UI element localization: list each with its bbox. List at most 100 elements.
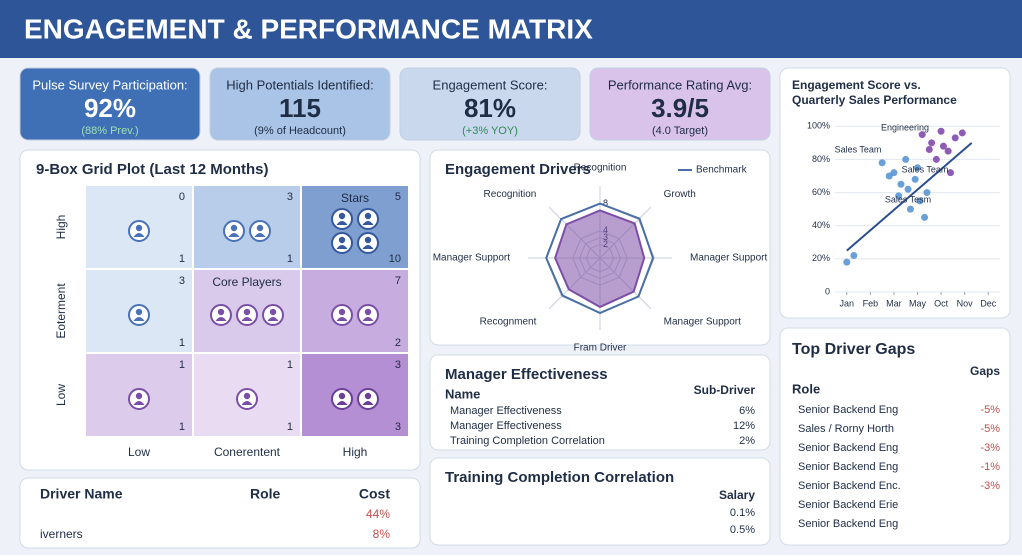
icon-head [338, 308, 346, 316]
scatter-point [958, 129, 966, 137]
cell-label: Core Players [212, 275, 281, 289]
scatter-point [921, 213, 929, 221]
cell-count: 7 [395, 275, 401, 287]
radar-axis-label: Manager Support [664, 316, 741, 327]
person-icon [236, 388, 258, 410]
annotation: Engineering [881, 122, 929, 132]
cell-count: 5 [395, 191, 401, 203]
scatter-point [914, 164, 921, 172]
table-header: Gaps [970, 364, 1000, 378]
radar-title: Engagement Drivers [445, 161, 591, 178]
scatter-point [843, 258, 851, 266]
icon-head [135, 224, 143, 232]
person-icon [357, 304, 379, 326]
icon-head [364, 308, 372, 316]
person-icon [210, 304, 232, 326]
icon-body [133, 233, 145, 237]
table-cell: Training Completion Correlation [450, 435, 605, 447]
cell-count: 3 [287, 191, 293, 203]
kpi-label: Performance Rating Avg: [608, 77, 752, 92]
nine-box-title: 9-Box Grid Plot (Last 12 Months) [36, 161, 269, 178]
kpi-value: 81% [464, 93, 516, 123]
icon-body [241, 317, 253, 321]
table-cell: 2% [739, 435, 755, 447]
table-cell: -5% [980, 423, 1000, 435]
icon-body [362, 245, 374, 249]
scatter-point [885, 172, 893, 180]
icon-head [338, 212, 346, 220]
cell-count: 1 [179, 253, 185, 265]
icon-head [256, 224, 264, 232]
radar-axis-label: Manager Support [690, 253, 767, 264]
y-tick-label: 0 [825, 286, 830, 296]
scatter-point [932, 155, 940, 163]
kpi-value: 92% [84, 93, 136, 123]
manager-card [429, 354, 771, 451]
scatter-point [904, 185, 912, 193]
cell-count: 1 [287, 359, 293, 371]
icon-head [135, 392, 143, 400]
kpi-card [589, 67, 771, 141]
icon-body [336, 245, 348, 249]
scatter-point [937, 127, 945, 135]
table-cell: -1% [980, 461, 1000, 473]
icon-head [364, 236, 372, 244]
y-tick-label: 100% [807, 121, 830, 131]
scatter-point [897, 180, 905, 188]
scatter-point [947, 169, 954, 177]
table-header: Role [792, 381, 820, 396]
icon-head [135, 308, 143, 316]
x-tick-label: Jan [840, 298, 855, 308]
cell-count: 1 [287, 253, 293, 265]
table-cell: 0.1% [730, 507, 755, 519]
kpi-label: High Potentials Identified: [226, 77, 373, 92]
person-icon [331, 388, 353, 410]
cell-count: 1 [179, 359, 185, 371]
scatter-point [939, 142, 947, 150]
scatter-point [925, 145, 933, 153]
cell-count: 1 [287, 421, 293, 433]
radar-series [545, 202, 655, 315]
kpi-label: Pulse Survey Participation: [32, 77, 187, 92]
icon-head [243, 392, 251, 400]
annotation: Sales Team [835, 144, 882, 154]
y-tick-label: 80% [812, 154, 830, 164]
icon-head [269, 308, 277, 316]
icon-body [362, 401, 374, 405]
radar-axis-label: Recognition [574, 163, 627, 174]
x-tick-label: Oct [934, 298, 949, 308]
icon-head [364, 212, 372, 220]
table-cell: -3% [980, 442, 1000, 454]
table-cell: Senior Backend Eng [798, 442, 898, 454]
scatter-point [918, 131, 926, 139]
table-cell: -5% [980, 404, 1000, 416]
table-cell: Senior Backend Eng [798, 518, 898, 530]
drivers-card [19, 477, 421, 549]
icon-head [230, 224, 238, 232]
radar-series [554, 209, 646, 309]
person-icon [223, 220, 245, 242]
cell-count: 2 [395, 337, 401, 349]
table-header: Cost [359, 486, 390, 502]
icon-head [217, 308, 225, 316]
training-card [429, 457, 771, 546]
kpi-label: Engagement Score: [433, 77, 548, 92]
icon-body [241, 401, 253, 405]
table-cell: Senior Backend Eng [798, 461, 898, 473]
radar-axis-label: Manager Support [433, 253, 510, 264]
cell-count: 1 [179, 337, 185, 349]
grid-cell [300, 268, 410, 354]
training-title: Training Completion Correlation [445, 469, 674, 486]
scatter-point [895, 192, 903, 200]
table-cell: 0.5% [730, 524, 755, 536]
icon-body [362, 317, 374, 321]
icon-head [338, 392, 346, 400]
scatter-point [944, 147, 952, 155]
page-title: ENGAGEMENT & PERFORMANCE MATRIX [24, 13, 593, 44]
kpi-note: (88% Prev.) [81, 125, 138, 137]
radar-axis-label: Fram Driver [574, 343, 627, 354]
table-cell: 8% [373, 527, 391, 541]
person-icon [249, 220, 271, 242]
cell-count: 3 [179, 275, 185, 287]
